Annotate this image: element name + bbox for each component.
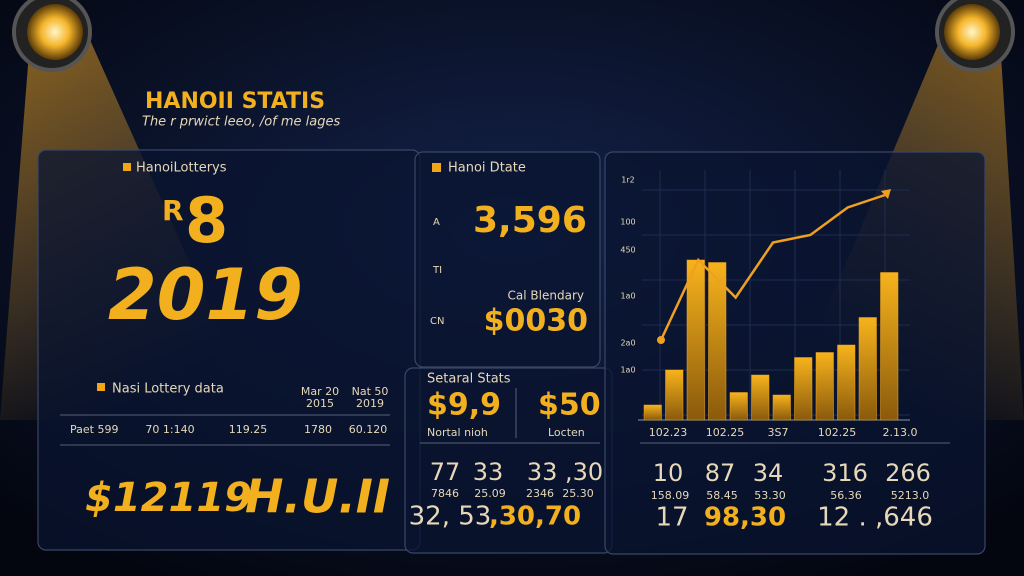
number-cell: 12 . ,646	[817, 503, 933, 533]
number-cell: 158.09	[651, 489, 690, 502]
stat-cell: 25.30	[562, 487, 594, 500]
stat-cell: 7846	[431, 487, 459, 500]
number-cell: 34	[753, 459, 784, 487]
bar	[772, 394, 791, 421]
bar	[815, 352, 834, 421]
column-head: Nat 50	[352, 385, 389, 398]
x-label: 102.23	[649, 426, 688, 439]
bar	[729, 392, 748, 421]
bullet	[123, 163, 131, 171]
caption: Cal Blendary	[508, 289, 584, 303]
trend-start	[657, 336, 665, 344]
bullet	[97, 383, 105, 391]
trend-arrow	[881, 189, 891, 199]
number-cell: 10	[653, 459, 684, 487]
bar	[686, 259, 705, 421]
panel-label: Setaral Stats	[427, 372, 511, 387]
table-cell: 119.25	[229, 423, 268, 436]
stat-cell: 32, 53	[409, 502, 492, 532]
stat-value: $50	[538, 388, 601, 423]
panel	[414, 151, 601, 368]
big-number: 8	[185, 184, 228, 257]
x-label: 102.25	[706, 426, 745, 439]
bar	[708, 262, 727, 421]
number-cell: 5213.0	[891, 489, 930, 502]
table-cell: 60.120	[349, 423, 388, 436]
table-cell: Paet 599	[70, 423, 118, 436]
x-label: 2.13.0	[883, 426, 918, 439]
number-cell: 58.45	[706, 489, 738, 502]
title: HANOII STATIS	[145, 89, 325, 114]
number-cell: 17	[655, 503, 688, 533]
footer-value: $12119	[85, 475, 252, 521]
column-head: Mar 20	[301, 385, 339, 398]
value: 3,596	[473, 200, 587, 241]
y-label: 100	[620, 218, 635, 227]
bar	[665, 369, 684, 421]
prefix: R	[162, 194, 184, 227]
column-head: 2019	[356, 397, 384, 410]
column-head: 2015	[306, 397, 334, 410]
number-cell: 53.30	[754, 489, 786, 502]
year: 2019	[108, 254, 303, 336]
side-label: CN	[430, 316, 444, 327]
panel-label: HanoiLotterys	[136, 161, 227, 176]
bar	[880, 272, 899, 421]
stat-cell: 77	[430, 458, 461, 486]
y-label: 450	[620, 246, 635, 255]
x-label: 102.25	[818, 426, 857, 439]
panel-label: Hanoi Dtate	[448, 161, 526, 176]
spotlight-lamp	[944, 4, 1000, 60]
stat-caption: Nortal nioh	[427, 426, 488, 439]
bar	[794, 357, 813, 421]
stat-cell: 25.09	[474, 487, 506, 500]
bar	[643, 404, 662, 421]
subtitle: The r prwict leeo, /of me lages	[142, 115, 340, 130]
side-label: A	[433, 217, 440, 228]
stat-caption: Locten	[548, 426, 585, 439]
x-label: 3S7	[768, 426, 789, 439]
stat-cell: 33	[473, 458, 504, 486]
y-label: 2a0	[620, 339, 635, 348]
stat-cell: ,30,70	[489, 502, 581, 532]
table-cell: 1780	[304, 423, 332, 436]
number-cell: 87	[705, 459, 736, 487]
number-cell: 56.36	[830, 489, 862, 502]
y-label: 1a0	[620, 366, 635, 375]
number-cell: 266	[885, 459, 931, 487]
number-cell: 316	[822, 459, 868, 487]
y-label: 1a0	[620, 292, 635, 301]
bar	[751, 374, 770, 421]
footer-value: H.U.II	[245, 470, 390, 524]
y-label: 1r2	[621, 176, 634, 185]
stat-cell: 33 ,30	[527, 458, 603, 486]
spotlight-lamp	[27, 4, 83, 60]
table-cell: 70 1:140	[145, 423, 194, 436]
trend-line	[659, 193, 886, 341]
side-label: TI	[432, 265, 442, 276]
bar	[837, 344, 856, 421]
number-cell: 98,30	[704, 503, 786, 533]
stat-cell: 2346	[526, 487, 554, 500]
bar	[858, 317, 877, 421]
stat-value: $9,9	[427, 388, 501, 423]
bullet	[432, 163, 441, 172]
table-title: Nasi Lottery data	[112, 382, 224, 397]
amount: $0030	[484, 304, 588, 339]
